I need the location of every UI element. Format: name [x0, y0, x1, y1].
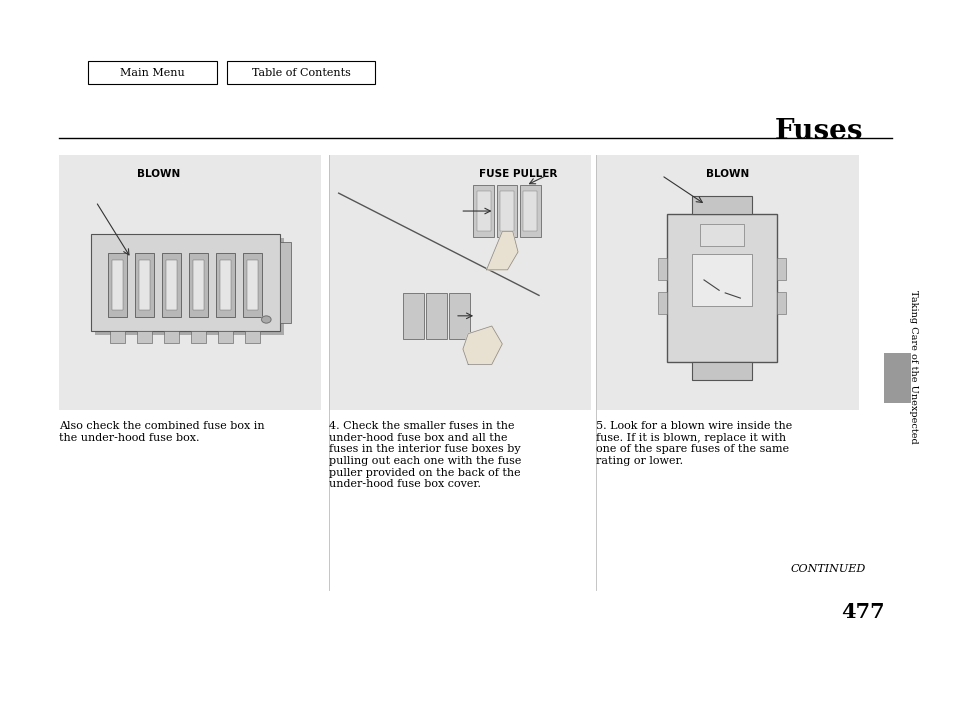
FancyBboxPatch shape	[112, 260, 123, 310]
FancyBboxPatch shape	[243, 253, 262, 317]
Polygon shape	[462, 326, 501, 364]
FancyBboxPatch shape	[473, 186, 494, 237]
FancyBboxPatch shape	[139, 260, 151, 310]
FancyBboxPatch shape	[777, 258, 785, 280]
FancyBboxPatch shape	[91, 234, 279, 331]
Text: BLOWN: BLOWN	[137, 169, 180, 179]
FancyBboxPatch shape	[219, 260, 231, 310]
FancyBboxPatch shape	[137, 331, 152, 343]
FancyBboxPatch shape	[402, 293, 423, 339]
FancyBboxPatch shape	[883, 353, 910, 403]
FancyBboxPatch shape	[59, 155, 321, 410]
Text: 4. Check the smaller fuses in the
under-hood fuse box and all the
fuses in the i: 4. Check the smaller fuses in the under-…	[329, 421, 521, 489]
Text: CONTINUED: CONTINUED	[790, 564, 865, 574]
FancyBboxPatch shape	[691, 362, 752, 379]
Text: Taking Care of the Unexpected: Taking Care of the Unexpected	[908, 290, 918, 444]
FancyBboxPatch shape	[108, 253, 127, 317]
FancyBboxPatch shape	[700, 224, 743, 246]
FancyBboxPatch shape	[691, 254, 752, 306]
FancyBboxPatch shape	[476, 191, 491, 232]
FancyBboxPatch shape	[164, 331, 179, 343]
Text: FUSE PULLER: FUSE PULLER	[478, 169, 557, 179]
FancyBboxPatch shape	[162, 253, 181, 317]
FancyBboxPatch shape	[245, 331, 260, 343]
Text: Also check the combined fuse box in
the under-hood fuse box.: Also check the combined fuse box in the …	[59, 421, 265, 443]
FancyBboxPatch shape	[166, 260, 177, 310]
Text: Fuses: Fuses	[774, 117, 862, 145]
FancyBboxPatch shape	[448, 293, 469, 339]
Text: Table of Contents: Table of Contents	[252, 68, 350, 78]
Text: Main Menu: Main Menu	[120, 68, 184, 78]
FancyBboxPatch shape	[216, 253, 234, 317]
FancyBboxPatch shape	[218, 331, 233, 343]
FancyBboxPatch shape	[110, 331, 125, 343]
FancyBboxPatch shape	[658, 292, 666, 315]
FancyBboxPatch shape	[193, 260, 204, 310]
FancyBboxPatch shape	[247, 260, 258, 310]
Text: 477: 477	[841, 602, 884, 622]
FancyBboxPatch shape	[88, 61, 216, 84]
FancyBboxPatch shape	[496, 186, 517, 237]
FancyBboxPatch shape	[499, 191, 514, 232]
FancyBboxPatch shape	[777, 292, 785, 315]
FancyBboxPatch shape	[135, 253, 153, 317]
FancyBboxPatch shape	[666, 214, 777, 362]
FancyBboxPatch shape	[95, 238, 284, 335]
Text: BLOWN: BLOWN	[705, 169, 748, 179]
FancyBboxPatch shape	[658, 258, 666, 280]
FancyBboxPatch shape	[425, 293, 446, 339]
Text: 5. Look for a blown wire inside the
fuse. If it is blown, replace it with
one of: 5. Look for a blown wire inside the fuse…	[596, 421, 792, 466]
FancyBboxPatch shape	[522, 191, 537, 232]
FancyBboxPatch shape	[227, 61, 375, 84]
FancyBboxPatch shape	[279, 242, 291, 323]
Circle shape	[261, 316, 271, 323]
FancyBboxPatch shape	[189, 253, 208, 317]
FancyBboxPatch shape	[329, 155, 591, 410]
FancyBboxPatch shape	[519, 186, 540, 237]
Polygon shape	[486, 232, 517, 270]
FancyBboxPatch shape	[691, 196, 752, 214]
FancyBboxPatch shape	[596, 155, 858, 410]
FancyBboxPatch shape	[191, 331, 206, 343]
